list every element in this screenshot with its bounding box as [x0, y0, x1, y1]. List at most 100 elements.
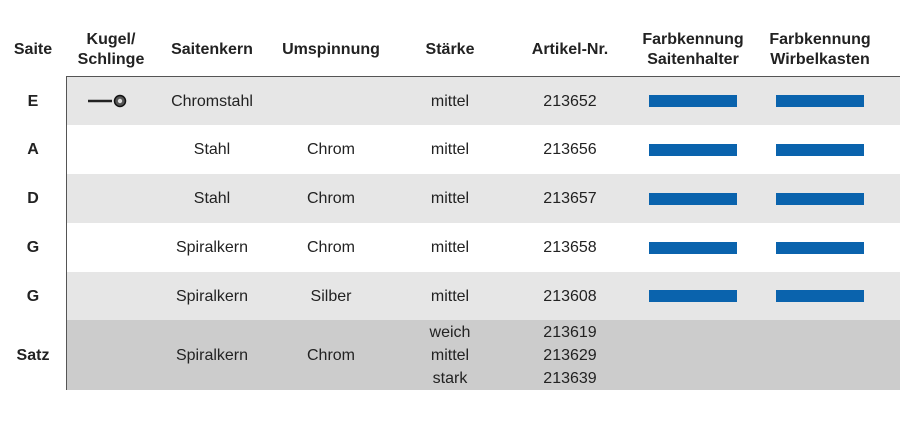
cell: Chrom: [307, 174, 355, 223]
row-background: [67, 223, 900, 272]
header-cell: Farbkennung Wirbelkasten: [769, 28, 870, 72]
cell: Chrom: [307, 320, 355, 390]
header-text: Umspinnung: [282, 41, 380, 58]
cell-text: Spiralkern: [175, 239, 249, 256]
cell-text: E: [27, 92, 39, 110]
cell: mittel: [431, 272, 469, 320]
header-cell: Saitenkern: [171, 28, 253, 72]
cell: mittel: [431, 174, 469, 223]
cell: 213608: [543, 272, 596, 320]
row-background: [67, 320, 900, 390]
cell: mittel: [431, 77, 469, 125]
cell: E: [28, 77, 39, 125]
cell-text: mittel: [430, 239, 470, 256]
cell-text: 213619: [543, 323, 597, 341]
cell: 213657: [543, 174, 596, 223]
header-cell: Artikel-Nr.: [532, 28, 608, 72]
cell-text: Silber: [310, 287, 352, 305]
color-bar: [649, 95, 737, 107]
cell: Satz: [17, 320, 50, 390]
cell-text: 213608: [543, 287, 597, 305]
color-bar: [776, 95, 864, 107]
row-background: [67, 272, 900, 320]
header-text: Saite: [13, 41, 53, 58]
cell: G: [27, 272, 39, 320]
cell: Spiralkern: [176, 320, 248, 390]
cell-text: G: [26, 287, 40, 305]
color-bar: [776, 143, 864, 156]
cell: Chrom: [307, 125, 355, 174]
color-bar: [649, 192, 737, 205]
left-rule: [66, 76, 67, 390]
cell-text: 213629: [543, 346, 597, 364]
color-bar: [649, 241, 737, 254]
header-text: Kugel/: [86, 31, 136, 48]
cell: mittel: [431, 223, 469, 272]
header-cell: Umspinnung: [282, 28, 380, 72]
cell-text: Satz: [16, 346, 50, 364]
cell-text: A: [27, 141, 39, 158]
cell: Stahl: [194, 125, 230, 174]
header-text: Artikel-Nr.: [531, 41, 609, 58]
color-bar: [649, 143, 737, 156]
cell-text: Spiralkern: [175, 287, 249, 305]
cell-text: Chrom: [306, 239, 356, 256]
cell-text: mittel: [430, 190, 470, 207]
cell-text: Spiralkern: [175, 346, 249, 364]
cell-text: stark: [432, 369, 468, 387]
cell-text: G: [26, 239, 40, 256]
cell: Stahl: [194, 174, 230, 223]
cell-text: 213639: [543, 369, 597, 387]
header-text: Farbkennung: [642, 31, 744, 48]
cell: Spiralkern: [176, 272, 248, 320]
color-bar: [649, 290, 737, 302]
header-text: Wirbelkasten: [770, 51, 870, 68]
cell-text: Chrom: [306, 190, 356, 207]
cell: 213619 213629 213639: [543, 320, 596, 390]
cell: D: [27, 174, 39, 223]
header-text: Schlinge: [77, 51, 145, 68]
cell-text: Chromstahl: [171, 92, 253, 110]
header-text: Saitenhalter: [647, 51, 739, 68]
header-text: Saitenkern: [171, 41, 253, 58]
cell: A: [27, 125, 39, 174]
cell: 213652: [543, 77, 596, 125]
row-background: [67, 125, 900, 174]
cell-text: Chrom: [306, 346, 356, 364]
cell: 213658: [543, 223, 596, 272]
row-background: [67, 174, 900, 223]
header-rule: [67, 76, 900, 77]
cell-text: Stahl: [193, 141, 231, 158]
cell-text: D: [27, 190, 39, 207]
color-bar: [776, 192, 864, 205]
color-bar: [776, 290, 864, 302]
color-bar: [776, 241, 864, 254]
cell-text: mittel: [430, 141, 470, 158]
cell-text: mittel: [430, 92, 470, 110]
header-cell: Kugel/Schlinge: [78, 28, 145, 72]
cell: 213656: [543, 125, 596, 174]
header-text: Farbkennung: [769, 31, 871, 48]
cell-text: Chrom: [306, 141, 356, 158]
ball-end-icon: [88, 94, 127, 108]
cell-text: mittel: [430, 287, 470, 305]
cell-text: weich: [429, 323, 471, 341]
cell-text: 213656: [543, 141, 597, 158]
cell: Spiralkern: [176, 223, 248, 272]
cell: weich mittel stark: [430, 320, 471, 390]
cell-text: 213657: [543, 190, 597, 207]
cell: mittel: [431, 125, 469, 174]
cell-text: mittel: [430, 346, 470, 364]
header-cell: Farbkennung Saitenhalter: [642, 28, 743, 72]
cell-text: Stahl: [193, 190, 231, 207]
header-cell: Stärke: [426, 28, 475, 72]
header-text: Stärke: [425, 41, 475, 58]
cell-text: 213652: [543, 92, 597, 110]
cell: Chrom: [307, 223, 355, 272]
cell-text: 213658: [543, 239, 597, 256]
cell: Chromstahl: [171, 77, 253, 125]
row-background: [67, 77, 900, 125]
cell: Silber: [311, 272, 352, 320]
cell: G: [27, 223, 39, 272]
